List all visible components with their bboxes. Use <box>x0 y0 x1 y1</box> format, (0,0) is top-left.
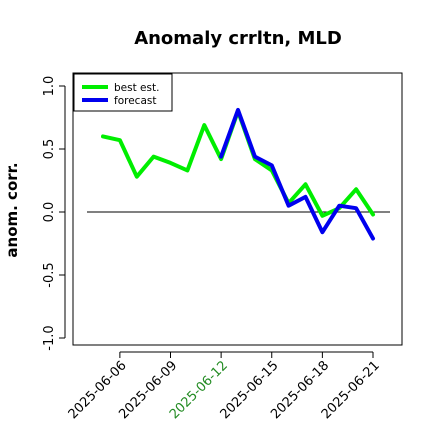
series-line-best-est <box>101 109 375 218</box>
y-tick-label: -1.0 <box>42 325 57 350</box>
series-line-forecast <box>219 107 375 241</box>
legend-box <box>73 73 173 112</box>
y-tick-label: 0.0 <box>42 202 57 223</box>
y-tick-label: 1.0 <box>42 76 57 97</box>
x-axis: 2025-06-062025-06-092025-06-122025-06-15… <box>66 351 383 422</box>
y-tick-label: 0.5 <box>42 139 57 160</box>
series-layer <box>101 107 375 241</box>
legend-label: forecast <box>114 95 156 107</box>
y-tick-label: -0.5 <box>42 262 57 287</box>
plot-area <box>72 72 403 346</box>
y-axis: -1.0 -0.5 0.0 0.5 1.0 <box>42 76 66 351</box>
chart-title: Anomaly crrltn, MLD <box>134 28 342 49</box>
legend: best est.forecast <box>73 73 173 112</box>
y-axis-label: anom. corr. <box>3 162 21 257</box>
legend-label: best est. <box>114 82 159 94</box>
